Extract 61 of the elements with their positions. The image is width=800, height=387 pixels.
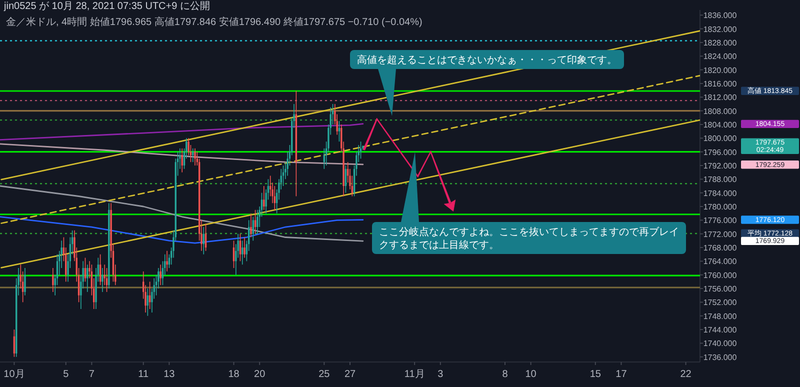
y-tick-label: 1816.000	[703, 79, 738, 88]
annotation: 高値を超えることはできないかなぁ・・・って印象です。	[357, 54, 617, 66]
x-tick-label: 11月	[404, 369, 425, 380]
x-tick-label: 10	[525, 369, 537, 380]
y-tick-label: 1836.000	[703, 11, 738, 20]
x-tick-label: 8	[502, 369, 508, 380]
x-tick-label: 7	[88, 369, 95, 380]
annotation: ここ分岐点なんですよね。ここを抜いてしまってますので再ブレイクするまでは上目線です。	[379, 226, 679, 251]
y-tick-label: 1768.000	[703, 244, 738, 253]
y-tick-label: 1736.000	[703, 352, 738, 362]
y-tick-label: 1824.000	[703, 52, 738, 62]
x-tick-label: 27	[344, 369, 356, 380]
y-tick-label: 1788.000	[703, 175, 738, 184]
y-tick-label: 1820.000	[703, 66, 738, 75]
y-tick-label: 1812.000	[703, 93, 738, 102]
x-tick-label: 25	[318, 369, 330, 380]
y-tick-label: 1756.000	[703, 284, 738, 294]
y-tick-label: 1744.000	[703, 326, 738, 335]
y-tick-label: 1776.000	[703, 216, 738, 226]
candlestick	[194, 148, 196, 166]
x-tick-label: 22	[680, 369, 692, 380]
x-tick-label: 17	[616, 369, 628, 380]
y-tick-label: 1780.000	[703, 202, 738, 212]
y-tick-label: 1792.000	[703, 161, 738, 170]
candlestick	[86, 264, 88, 292]
x-tick-label: 3	[438, 369, 444, 380]
candlestick	[244, 236, 246, 258]
line-series	[0, 216, 364, 244]
y-tick-label: 1740.000	[703, 339, 738, 348]
x-tick-label: 11	[138, 369, 149, 380]
candlestick	[24, 268, 26, 296]
x-tick-label: 10月	[4, 369, 25, 380]
y-tick-label: 1760.000	[703, 270, 738, 280]
candlestick	[166, 250, 168, 272]
candlestick	[102, 268, 104, 292]
y-tick-label: 1764.000	[703, 257, 738, 266]
candlestick	[160, 264, 162, 286]
candlestick	[256, 210, 258, 234]
y-tick-label: 1800.000	[703, 134, 738, 144]
y-tick-label: 1796.000	[703, 148, 738, 157]
y-tick-label: 1832.000	[703, 24, 738, 34]
y-tick-label: 1784.000	[703, 188, 738, 198]
chart-title: jin0525 が 10月 28, 2021 07:35 UTC+9 に公開	[3, 0, 210, 12]
y-tick-label: 1808.000	[703, 106, 738, 116]
candlestick	[250, 212, 252, 238]
candlestick	[181, 148, 183, 173]
candlestick	[263, 186, 265, 210]
y-tick-label: 1804.000	[703, 120, 738, 130]
y-tick-label: 1748.000	[703, 312, 738, 321]
x-tick-label: 20	[254, 369, 266, 380]
x-tick-label: 5	[63, 369, 70, 380]
line-series	[0, 123, 364, 141]
y-tick-label: 1828.000	[703, 38, 738, 48]
x-tick-label: 15	[590, 369, 602, 380]
x-tick-label: 18	[228, 369, 240, 380]
y-tick-label: 1752.000	[703, 298, 738, 308]
line-series	[0, 143, 364, 166]
text: 金／米ドル, 4時間 始値1796.965 高値1797.846 安値1796.490 終値1797.675 −0.710 (−0.04%)	[6, 16, 422, 28]
x-tick-label: 13	[164, 369, 176, 380]
y-tick-label: 1772.000	[703, 230, 738, 239]
candlestick	[52, 268, 54, 292]
